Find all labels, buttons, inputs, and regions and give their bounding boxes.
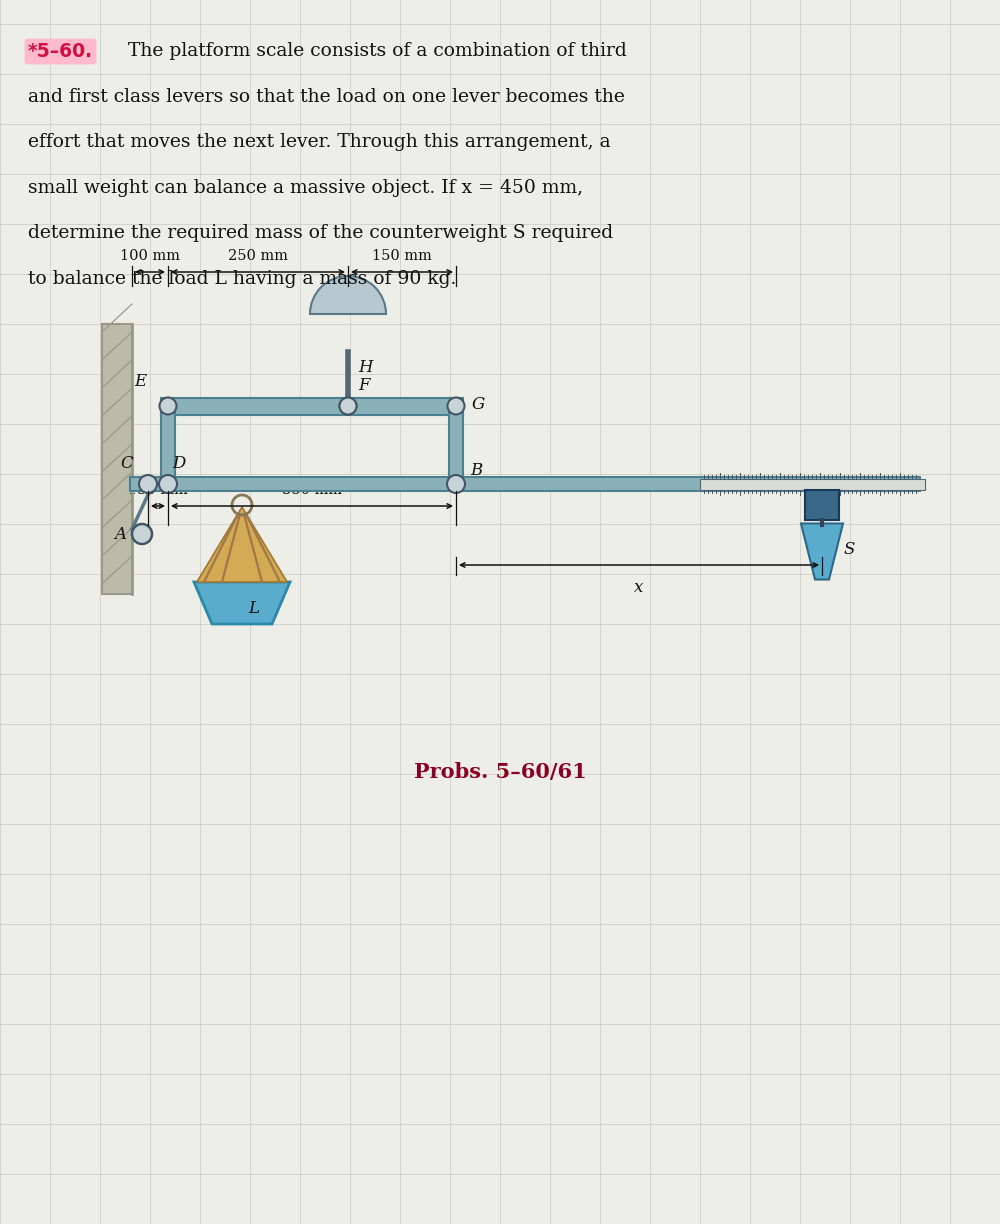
Circle shape (340, 398, 356, 415)
Circle shape (132, 524, 152, 543)
Circle shape (159, 475, 177, 493)
Polygon shape (801, 524, 843, 579)
Text: G: G (472, 395, 485, 412)
Text: x: x (634, 579, 644, 596)
Text: *5–60.: *5–60. (28, 42, 93, 61)
Text: effort that moves the next lever. Through this arrangement, a: effort that moves the next lever. Throug… (28, 133, 611, 151)
Text: C: C (120, 455, 133, 472)
Text: and first class levers so that the load on one lever becomes the: and first class levers so that the load … (28, 87, 625, 105)
Circle shape (448, 398, 465, 415)
Polygon shape (102, 324, 132, 594)
Text: to balance the load L having a mass of 90 kg.: to balance the load L having a mass of 9… (28, 269, 456, 288)
Polygon shape (194, 581, 290, 624)
Polygon shape (700, 479, 925, 490)
Polygon shape (805, 490, 839, 519)
Wedge shape (310, 275, 386, 315)
Polygon shape (130, 477, 920, 491)
Circle shape (139, 475, 157, 493)
Circle shape (160, 398, 176, 415)
Circle shape (447, 475, 465, 493)
Text: F: F (358, 377, 370, 394)
Text: L: L (248, 600, 259, 617)
Polygon shape (449, 406, 463, 483)
Polygon shape (161, 398, 463, 415)
Polygon shape (197, 507, 287, 581)
Text: H: H (358, 359, 372, 376)
Text: The platform scale consists of a combination of third: The platform scale consists of a combina… (128, 42, 627, 60)
Text: 250 mm: 250 mm (228, 248, 288, 263)
Text: small weight can balance a massive object. If x = 450 mm,: small weight can balance a massive objec… (28, 179, 583, 197)
Text: B: B (470, 461, 482, 479)
Text: S: S (844, 541, 855, 558)
Text: 350 mm: 350 mm (282, 483, 342, 497)
Text: 100 mm: 100 mm (120, 248, 180, 263)
Text: Probs. 5–60/61: Probs. 5–60/61 (414, 763, 586, 782)
Circle shape (340, 398, 356, 415)
Text: 150 mm: 150 mm (128, 483, 188, 497)
Text: A: A (114, 525, 126, 542)
Text: E: E (134, 373, 146, 390)
Polygon shape (161, 406, 175, 483)
Text: determine the required mass of the counterweight S required: determine the required mass of the count… (28, 224, 613, 242)
Text: D: D (172, 455, 185, 472)
Text: 150 mm: 150 mm (372, 248, 432, 263)
